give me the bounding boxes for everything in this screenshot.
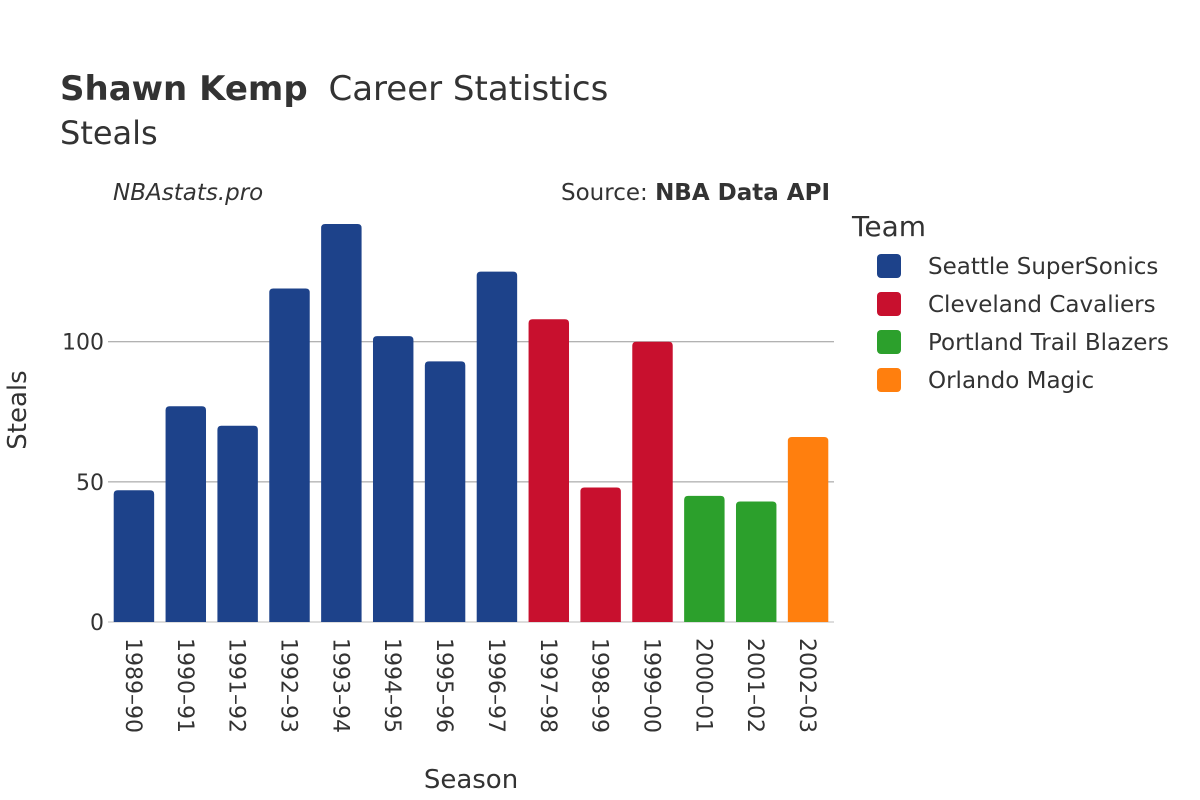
bars <box>113 224 829 622</box>
y-tick-label: 0 <box>90 611 104 636</box>
legend-label: Portland Trail Blazers <box>928 330 1169 356</box>
y-tick-label: 50 <box>76 471 104 496</box>
x-tick-label: 1990–91 <box>172 638 197 733</box>
legend-swatch <box>877 254 901 278</box>
bar-2002–03 <box>787 437 829 622</box>
x-tick-label: 2001–02 <box>742 638 767 733</box>
legend-swatch <box>877 330 901 354</box>
chart-title: Shawn Kemp Career Statistics <box>60 69 608 109</box>
x-tick-label: 1999–00 <box>639 638 664 733</box>
y-tick-label: 100 <box>62 331 104 356</box>
x-tick-label: 1992–93 <box>276 638 301 733</box>
y-tick-labels: 0 50 100 <box>62 331 104 636</box>
legend-label: Cleveland Cavaliers <box>928 292 1156 318</box>
watermark: NBAstats.pro <box>113 180 263 206</box>
bar-1995–96 <box>424 361 466 622</box>
x-tick-label: 1995–96 <box>431 638 456 733</box>
x-tick-label: 1997–98 <box>535 638 560 733</box>
legend-swatch <box>877 368 901 392</box>
bar-1993–94 <box>321 224 362 622</box>
x-tick-label: 1991–92 <box>224 638 249 733</box>
legend-label: Seattle SuperSonics <box>928 254 1158 280</box>
x-tick-label: 2002–03 <box>794 638 819 733</box>
bar-1996–97 <box>476 271 518 622</box>
source-name: NBA Data API <box>655 180 830 206</box>
bar-1998–99 <box>580 487 621 622</box>
x-tick-label: 2000–01 <box>690 638 715 733</box>
x-tick-label: 1993–94 <box>327 638 352 733</box>
x-tick-labels: 1989–90 1990–91 1991–92 1992–93 1993–94 1994–… <box>120 638 819 733</box>
legend-swatch <box>877 292 901 316</box>
legend: Seattle SuperSonics Cleveland Cavaliers Po… <box>877 254 1169 394</box>
x-axis-title: Season <box>424 765 518 795</box>
bar-1989–90 <box>113 490 155 622</box>
chart-title-rest: Career Statistics <box>328 69 608 109</box>
x-tick-label: 1989–90 <box>120 638 145 733</box>
bar-1992–93 <box>269 288 310 622</box>
gridlines <box>108 341 834 623</box>
bar-1994–95 <box>372 336 414 622</box>
y-axis-title: Steals <box>3 370 33 449</box>
legend-title: Team <box>851 210 926 243</box>
x-tick-label: 1994–95 <box>379 638 404 733</box>
bar-1997–98 <box>528 319 570 622</box>
bar-1990–91 <box>165 406 207 622</box>
bar-1991–92 <box>217 425 258 622</box>
chart-title-player: Shawn Kemp <box>60 69 308 109</box>
bar-1999–00 <box>632 341 673 622</box>
bar-2001–02 <box>735 501 777 622</box>
x-tick-label: 1996–97 <box>483 638 508 733</box>
source-prefix: Source: <box>561 180 655 206</box>
bar-2000–01 <box>684 495 725 622</box>
x-tick-label: 1998–99 <box>587 638 612 733</box>
chart-subtitle: Steals <box>60 114 158 152</box>
legend-label: Orlando Magic <box>928 368 1094 394</box>
source-text: Source: NBA Data API <box>561 180 830 206</box>
